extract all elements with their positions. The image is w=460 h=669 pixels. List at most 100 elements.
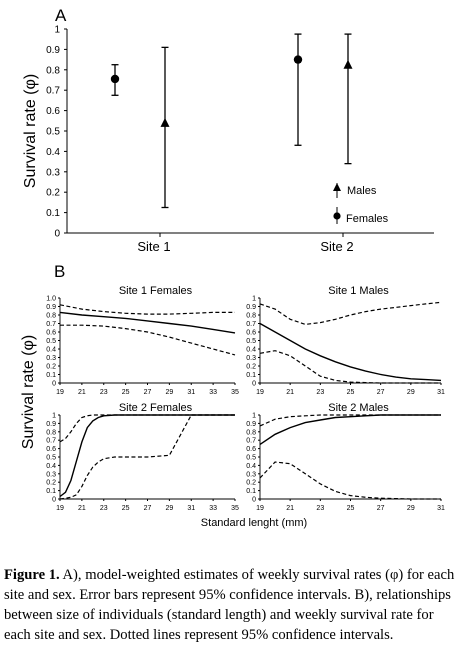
x-tick-label: 31 [187,389,195,396]
y-tick-label: 0.1 [46,372,56,379]
x-tick-label: 31 [437,505,445,512]
x-tick-label: 27 [377,389,385,396]
y-tick-label: 0.5 [46,127,60,138]
y-tick-label: 0.2 [46,480,56,487]
y-tick-label: 0.7 [246,321,256,328]
upper-ci-line [59,304,235,315]
x-tick-label: 25 [347,389,355,396]
x-tick-label: 23 [316,505,324,512]
x-tick-label: 21 [78,389,86,396]
estimate-line [259,322,442,382]
subplot-title: Site 2 Males [328,402,389,414]
x-tick-label: 25 [122,505,130,512]
y-tick-label: 0.4 [246,463,256,470]
y-tick-label: 0.9 [46,304,56,311]
y-tick-label: 0.4 [46,347,56,354]
y-tick-label: 0.6 [46,106,60,117]
y-tick-label: 0.7 [46,86,60,97]
y-tick-label: 1 [54,25,60,36]
panel-b: B Survival rate (φ) Standard lenght (mm) 0 0… [20,262,445,529]
y-tick-label: 0 [252,381,256,388]
lower-ci-line [259,461,441,500]
y-tick-label: 0.2 [246,480,256,487]
x-tick-label: 31 [437,389,445,396]
x-tick-label: 27 [377,505,385,512]
y-tick-label: 0.2 [46,364,56,371]
y-tick-label: 0.5 [46,338,56,345]
y-tick-label: 0.8 [246,313,256,320]
panel-letter-a: A [55,6,67,25]
y-tick-label: 0.1 [246,488,256,495]
caption-text: A), model-weighted estimates of weekly s… [4,567,455,643]
y-axis-label: Survival rate (φ) [20,335,37,449]
figure-caption: Figure 1. A), model-weighted estimates o… [4,565,456,645]
x-category-label: Site 1 [137,239,170,254]
point-females [293,55,303,64]
y-tick-label: 0.7 [46,321,56,328]
y-tick-label: 1 [252,296,256,303]
y-tick-label: 0.4 [46,147,60,158]
lower-ci-line [259,350,441,384]
y-tick-label: 0.1 [46,208,60,219]
y-tick-label: 0 [252,497,256,504]
y-tick-label: 0.8 [46,65,60,76]
y-tick-label: 0.9 [246,421,256,428]
panel-a: A 0 0.1 0.2 0.3 0.4 0.5 0.6 0.7 0.8 0.9 1 Survival r… [22,6,434,254]
y-tick-label: 1 [252,413,256,420]
y-tick-label: 0.1 [46,488,56,495]
x-tick-label: 29 [165,505,173,512]
y-tick-label: 0.3 [246,471,256,478]
x-tick-label: 23 [100,505,108,512]
x-tick-label: 29 [165,389,173,396]
x-tick-label: 35 [231,505,239,512]
y-tick-label: 0.3 [46,471,56,478]
y-tick-label: 0.6 [46,446,56,453]
y-tick-label: 1 [52,413,56,420]
y-tick-label: 0.5 [246,455,256,462]
x-tick-label: 21 [78,505,86,512]
y-tick-label: 1.0 [46,296,56,303]
x-tick-label: 27 [144,389,152,396]
upper-ci-line [259,301,442,326]
point-males [343,59,353,69]
estimate-line [59,311,236,334]
x-tick-label: 33 [209,505,217,512]
x-tick-label: 29 [407,505,415,512]
y-tick-label: 0.9 [46,421,56,428]
y-tick-label: 0.8 [46,313,56,320]
point-females [110,74,120,84]
x-tick-label: 25 [122,389,130,396]
x-tick-label: 31 [187,505,195,512]
x-tick-label: 19 [56,389,64,396]
y-tick-label: 0.7 [46,438,56,445]
y-tick-label: 0.3 [246,355,256,362]
x-tick-label: 19 [56,505,64,512]
y-tick-label: 0.4 [46,463,56,470]
subplot-site-2-females: 0 0.10.2 0.30.40.5 0.60.7 0.80.91 19 21 23 25 27 2… [46,402,239,512]
subplot-title: Site 2 Females [119,402,193,414]
subplot-site-2-males: 0 0.10.2 0.30.40.5 0.60.7 0.80.91 19 21 23 25 27 2… [246,402,445,512]
x-category-label: Site 2 [320,239,353,254]
subplot-title: Site 1 Females [119,285,193,297]
x-tick-label: 25 [347,505,355,512]
x-tick-label: 19 [256,389,264,396]
x-axis-label: Standard lenght (mm) [201,517,307,529]
caption-label: Figure 1. [4,567,60,583]
legend-females-marker [333,212,341,220]
estimate-line [59,414,235,498]
y-tick-label: 0 [54,229,60,240]
x-tick-label: 19 [256,505,264,512]
y-tick-label: 0.9 [246,304,256,311]
x-tick-label: 21 [286,505,294,512]
x-tick-label: 23 [316,389,324,396]
panel-letter-b: B [54,262,65,281]
legend-males-marker [333,183,341,191]
y-tick-label: 0 [52,381,56,388]
y-tick-label: 0.1 [246,372,256,379]
y-tick-label: 0.8 [246,429,256,436]
y-tick-label: 0.3 [46,167,60,178]
y-tick-label: 0.2 [46,188,60,199]
y-tick-label: 0.6 [246,446,256,453]
y-tick-label: 0.5 [246,338,256,345]
